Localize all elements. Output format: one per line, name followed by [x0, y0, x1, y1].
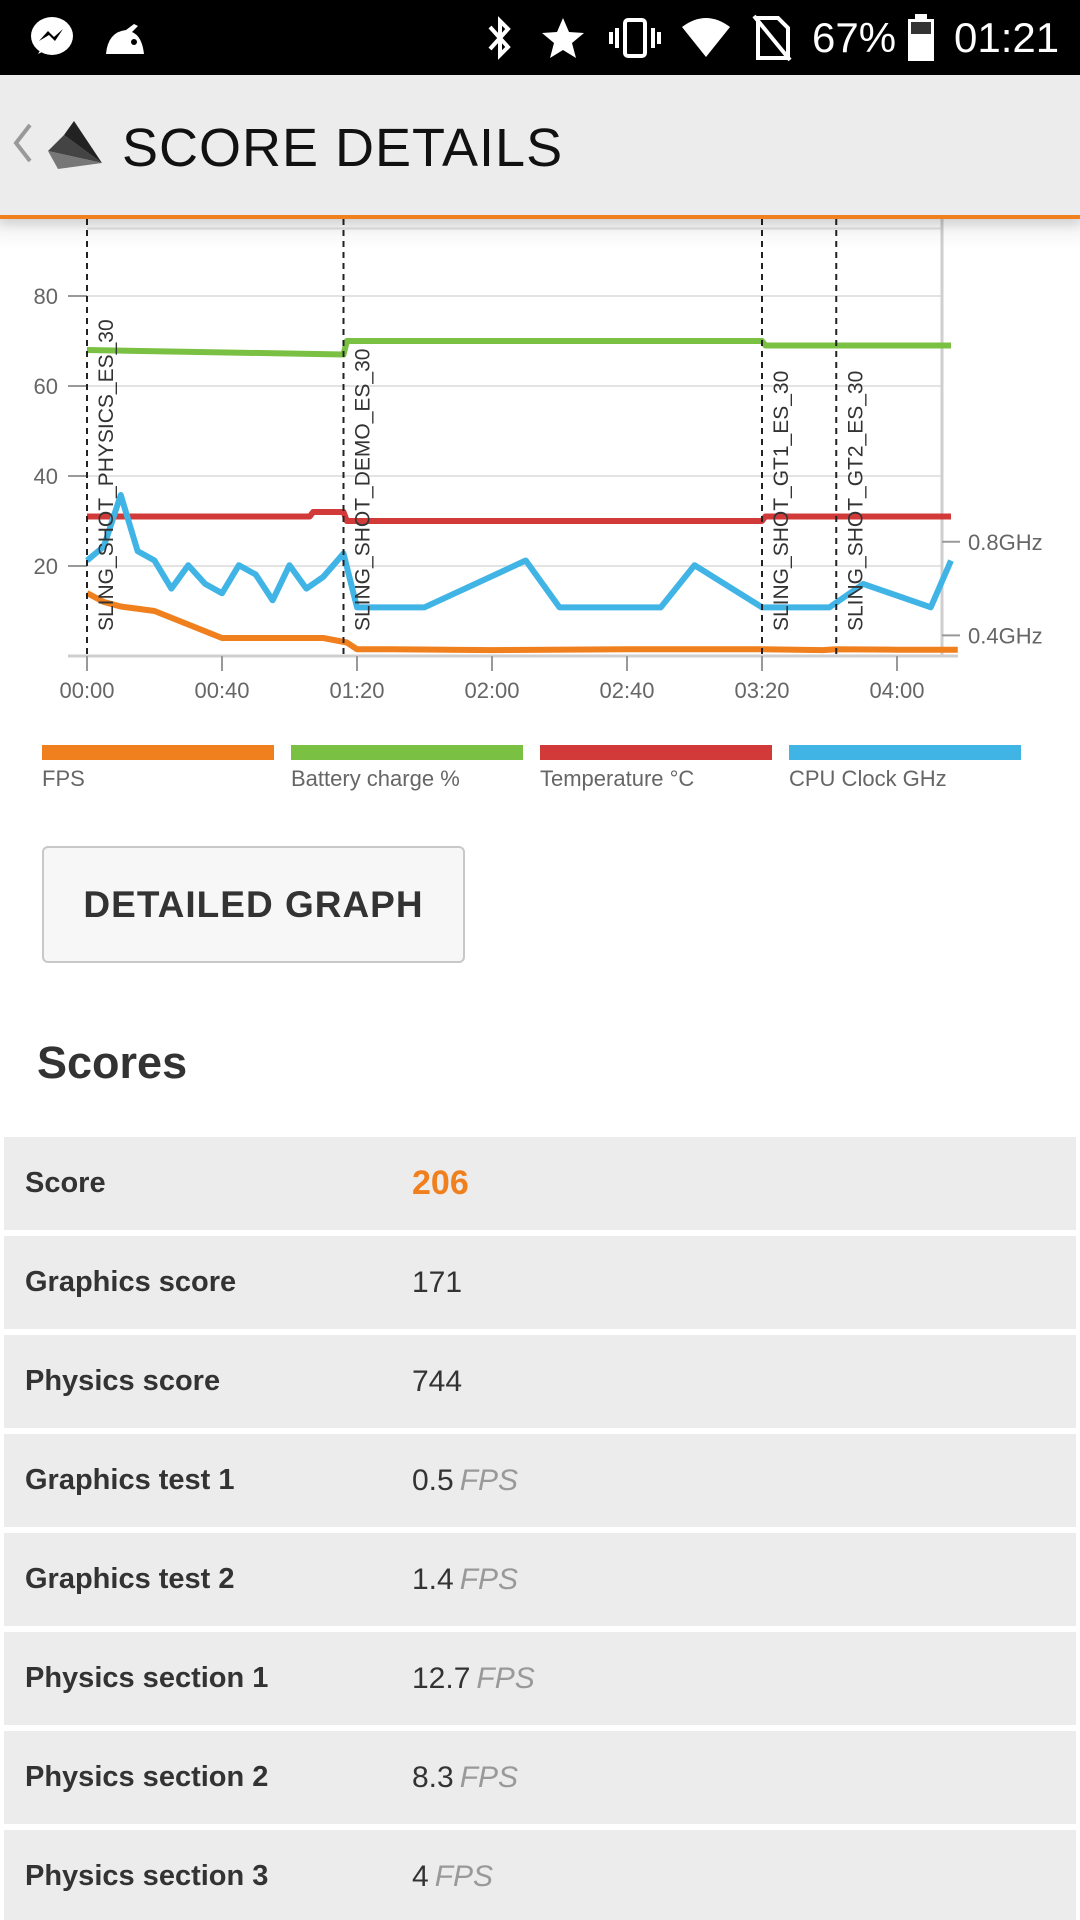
legend-fps: FPS	[42, 745, 274, 792]
x-tick-label: 02:00	[464, 678, 519, 703]
score-value: 4	[412, 1859, 429, 1893]
score-unit: FPS	[459, 1760, 519, 1794]
marker-label: SLING_SHOT_GT2_ES_30	[844, 371, 867, 631]
score-row-value: 171	[412, 1236, 462, 1329]
status-bar: 67% 01:21	[0, 0, 1080, 75]
clock: 01:21	[954, 13, 1060, 61]
app-icon	[104, 0, 148, 75]
score-row-label: Physics section 3	[25, 1860, 269, 1892]
y-tick-label: 20	[34, 554, 58, 579]
score-value: 206	[412, 1164, 469, 1202]
battery-percent: 67%	[812, 13, 897, 61]
legend-cpu-swatch	[789, 745, 1021, 760]
series-line	[86, 338, 951, 358]
legend-fps-label: FPS	[42, 766, 85, 791]
score-unit: FPS	[476, 1661, 535, 1695]
score-row-label: Graphics score	[25, 1266, 237, 1298]
score-row: Score 206	[4, 1137, 1076, 1230]
legend-temperature-label: Temperature °C	[540, 766, 695, 791]
y-right-tick-label: 0.4GHz	[968, 623, 1043, 648]
score-row-label: Physics section 1	[25, 1662, 269, 1694]
3dmark-logo-icon	[44, 111, 108, 180]
series-line	[85, 492, 954, 611]
x-tick-label: 02:40	[599, 678, 654, 703]
legend-temperature-swatch	[540, 745, 772, 760]
wifi-icon	[680, 0, 732, 75]
marker-label: SLING_SHOT_DEMO_ES_30	[352, 349, 375, 631]
content-area: 20 40 60 80 0.4GHz 0.8GHz 00:00 00:40 01:20 02:00…	[0, 219, 1080, 1920]
score-unit: FPS	[459, 1463, 519, 1497]
score-row-value: 8.3 FPS	[412, 1731, 518, 1824]
score-row: Graphics test 2 1.4 FPS	[4, 1533, 1076, 1626]
legend-cpu: CPU Clock GHz	[789, 745, 1021, 792]
score-value: 8.3	[412, 1760, 454, 1794]
battery-icon	[906, 0, 936, 75]
score-row-label: Score	[25, 1167, 106, 1199]
score-row-label: Physics section 2	[25, 1761, 269, 1793]
score-row-value: 0.5 FPS	[412, 1434, 518, 1527]
score-unit: FPS	[434, 1859, 494, 1893]
legend-battery-swatch	[291, 745, 523, 760]
score-value: 1.4	[412, 1562, 454, 1596]
performance-chart: 20 40 60 80 0.4GHz 0.8GHz 00:00 00:40 01:20 02:00…	[34, 219, 1043, 703]
score-row-value: 12.7 FPS	[412, 1632, 535, 1725]
score-row: Physics section 2 8.3 FPS	[4, 1731, 1076, 1824]
no-sim-icon	[752, 0, 792, 75]
messenger-icon	[28, 0, 76, 75]
vibrate-icon	[607, 0, 663, 75]
y-tick-label: 40	[34, 464, 58, 489]
legend-cpu-label: CPU Clock GHz	[789, 766, 947, 791]
score-row: Physics score 744	[4, 1335, 1076, 1428]
scores-table: Score 206 Graphics score 171 Physics score 74…	[0, 1137, 1080, 1920]
legend-fps-swatch	[42, 745, 274, 760]
score-row-value: 1.4 FPS	[412, 1533, 518, 1626]
score-row: Physics section 3 4 FPS	[4, 1830, 1076, 1920]
back-button[interactable]	[8, 105, 108, 185]
legend-temperature: Temperature °C	[540, 745, 772, 792]
score-value: 171	[412, 1265, 463, 1299]
app-bar: SCORE DETAILS	[0, 75, 1080, 219]
score-value: 744	[412, 1364, 463, 1398]
score-row-label: Graphics test 2	[25, 1563, 235, 1595]
score-row-label: Graphics test 1	[25, 1464, 235, 1496]
score-row-value: 744	[412, 1335, 462, 1428]
bluetooth-icon	[486, 0, 514, 75]
x-tick-label: 00:00	[59, 678, 114, 703]
x-tick-label: 04:00	[869, 678, 924, 703]
score-unit: FPS	[459, 1562, 519, 1596]
legend-battery: Battery charge %	[291, 745, 523, 792]
score-value: 0.5	[412, 1463, 454, 1497]
detailed-graph-button[interactable]: DETAILED GRAPH	[42, 846, 465, 963]
score-row: Graphics score 171	[4, 1236, 1076, 1329]
x-tick-label: 01:20	[329, 678, 384, 703]
score-value: 12.7	[412, 1661, 471, 1695]
y-right-tick-label: 0.8GHz	[968, 530, 1043, 555]
back-chevron-icon	[12, 121, 34, 170]
page-title: SCORE DETAILS	[122, 118, 564, 178]
score-row-value: 4 FPS	[412, 1830, 493, 1920]
marker-label: SLING_SHOT_PHYSICS_ES_30	[95, 319, 118, 631]
series-line	[85, 590, 958, 654]
scores-heading: Scores	[37, 1037, 188, 1088]
marker-label: SLING_SHOT_GT1_ES_30	[770, 371, 793, 631]
score-row-label: Physics score	[25, 1365, 221, 1397]
score-row-value: 206	[412, 1137, 469, 1230]
x-tick-label: 00:40	[194, 678, 249, 703]
y-tick-label: 80	[34, 284, 58, 309]
x-tick-label: 03:20	[734, 678, 789, 703]
series-line	[87, 509, 951, 524]
legend-battery-label: Battery charge %	[291, 766, 460, 791]
star-icon	[540, 0, 586, 75]
y-tick-label: 60	[34, 374, 58, 399]
score-row: Physics section 1 12.7 FPS	[4, 1632, 1076, 1725]
score-row: Graphics test 1 0.5 FPS	[4, 1434, 1076, 1527]
